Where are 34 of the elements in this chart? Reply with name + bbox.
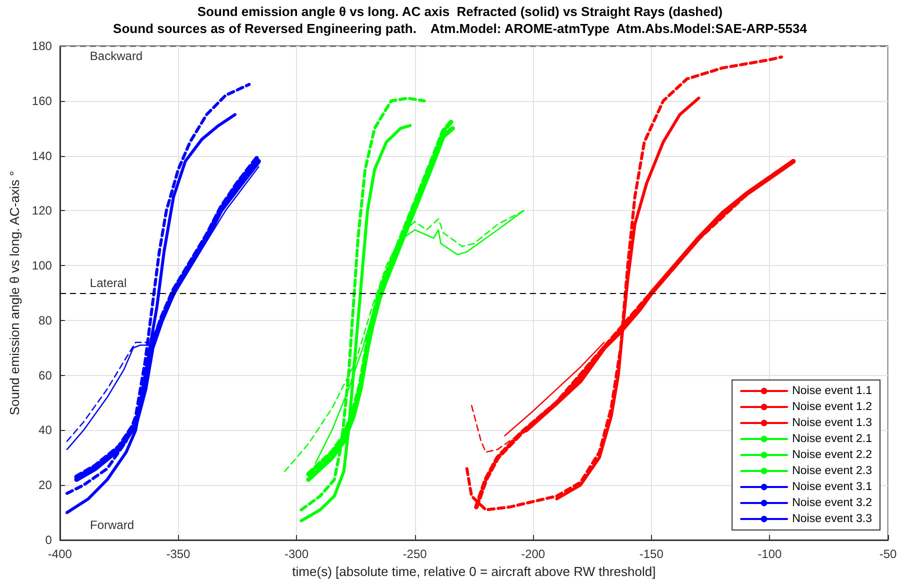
chart-title: Sound emission angle θ vs long. AC axis Refracted (solid) vs Straight Rays (dashed) [197,4,723,19]
ref-line-label: Backward [90,49,143,63]
legend-label: Noise event 1.3 [792,417,872,429]
y-tick-label: 0 [45,533,52,547]
x-axis-title: time(s) [absolute time, relative 0 = aircraft above RW threshold] [292,564,656,579]
x-tick-label: -350 [166,547,191,561]
chart-subtitle: Sound sources as of Reversed Engineering path. Atm.Model: AROME-atmType Atm.Abs.Model:SAE-ARP-5534 [113,21,808,36]
legend-label: Noise event 2.2 [792,449,872,461]
y-tick-label: 180 [32,39,52,53]
legend-label: Noise event 1.2 [792,401,872,413]
y-axis-title: Sound emission angle θ vs long. AC-axis ° [7,170,22,416]
y-tick-label: 140 [32,148,52,163]
y-tick-label: 80 [38,313,52,328]
x-tick-label: -250 [402,547,428,561]
x-tick-label: -400 [48,547,72,561]
x-tick-label: -300 [284,547,309,561]
legend-label: Noise event 1.1 [792,385,872,397]
legend-label: Noise event 3.3 [792,513,872,525]
x-tick-label: -150 [639,547,664,561]
x-tick-label: -50 [879,547,897,561]
x-tick-label: -200 [521,547,546,561]
annotation: Forward [90,518,134,532]
y-tick-label: 20 [38,478,52,492]
y-tick-label: 40 [38,423,52,438]
y-tick-label: 120 [32,204,52,218]
legend-label: Noise event 2.1 [792,433,872,445]
legend-label: Noise event 2.3 [792,465,872,477]
legend-label: Noise event 3.2 [792,497,872,509]
x-tick-label: -100 [758,547,782,561]
ref-line-label: Lateral [90,276,127,290]
y-tick-label: 160 [32,94,52,108]
y-tick-label: 100 [32,258,52,273]
legend-label: Noise event 3.1 [792,481,872,493]
y-tick-label: 60 [38,368,52,382]
